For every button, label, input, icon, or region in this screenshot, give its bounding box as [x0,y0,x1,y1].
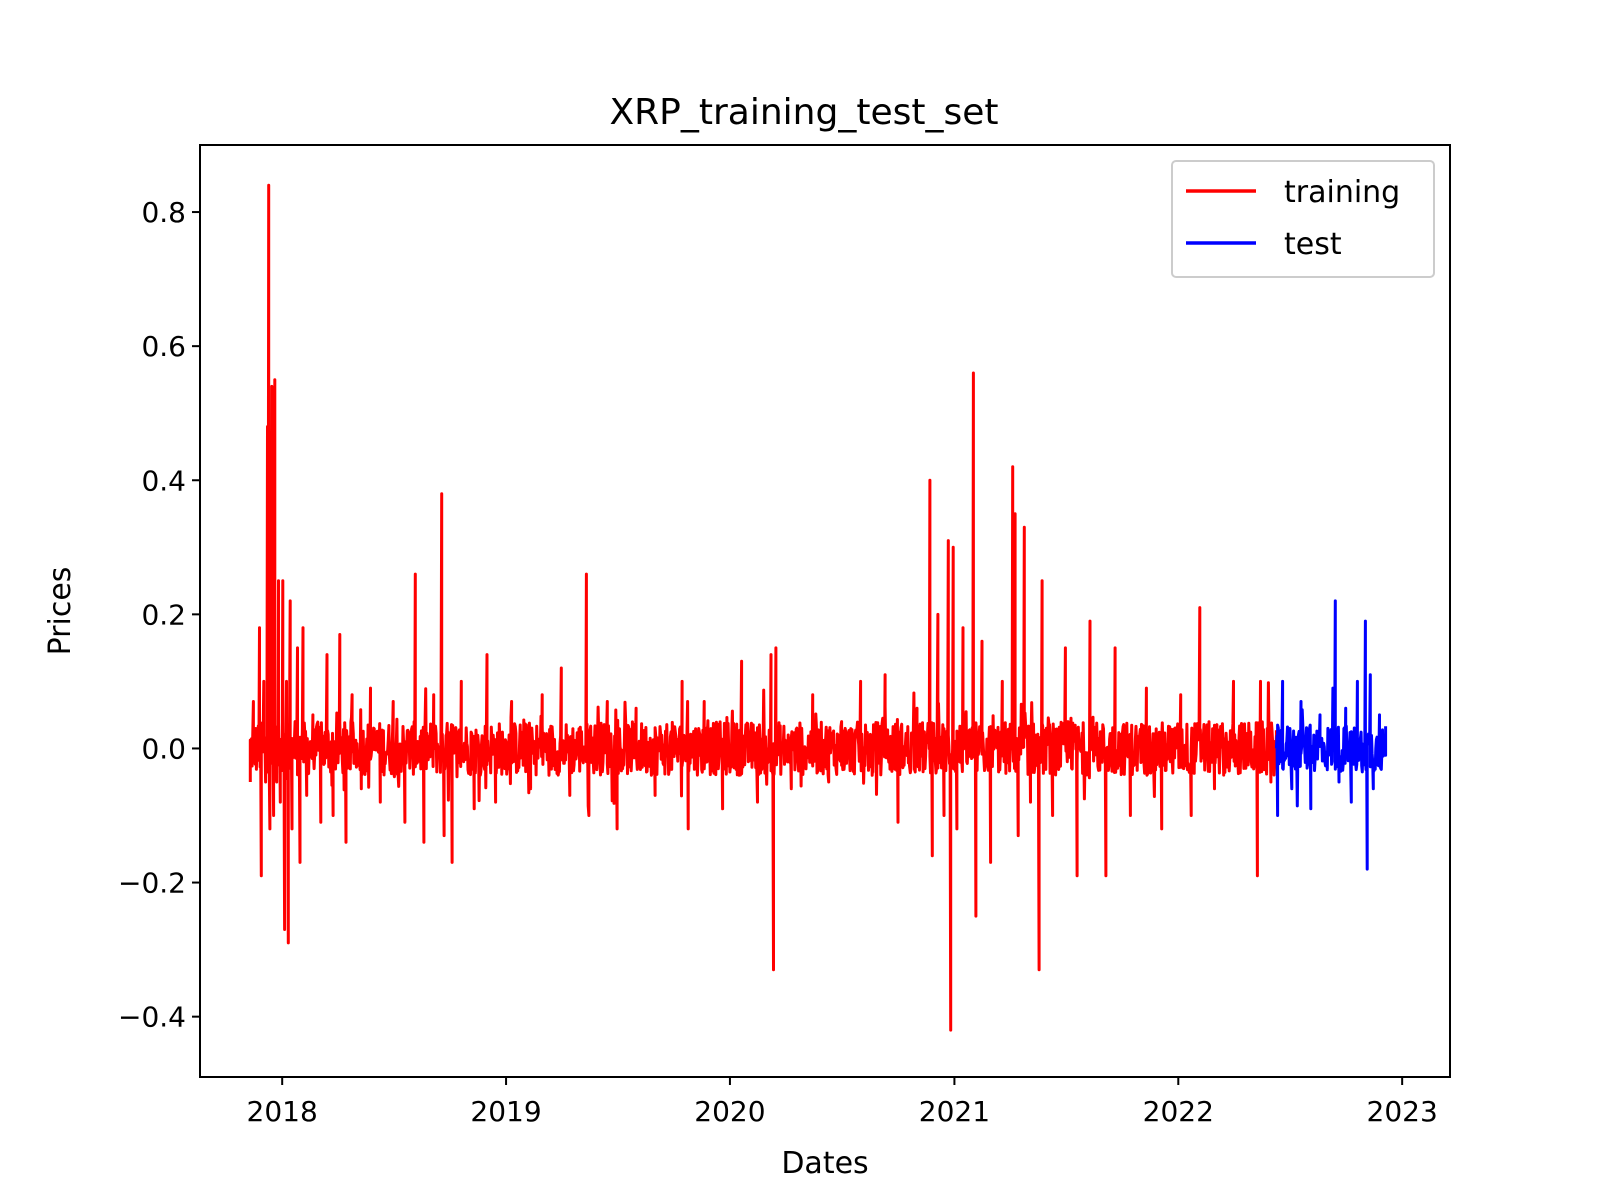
x-axis-label: Dates [781,1146,868,1181]
x-tick-label: 2020 [694,1095,765,1128]
legend-label-test: test [1284,227,1342,262]
y-tick-label: 0.0 [141,732,186,765]
y-axis-ticks: −0.4 −0.2 0.0 0.2 0.4 0.6 0.8 [118,196,200,1034]
legend: training test [1171,160,1435,278]
x-tick-label: 2021 [919,1095,990,1128]
y-tick-label: 0.4 [141,464,186,497]
series-layer [248,183,1388,1032]
series-line-test [1274,599,1388,871]
y-tick-label: 0.2 [141,598,186,631]
series-line-training [248,183,1278,1032]
plot-frame [199,144,1451,1078]
x-tick-label: 2019 [470,1095,541,1128]
y-tick-label: 0.6 [141,330,186,363]
x-tick-label: 2023 [1367,1095,1438,1128]
chart-title: XRP_training_test_set [609,92,998,133]
y-axis-label: Prices [43,567,78,656]
y-tick-label: −0.2 [118,867,186,900]
y-tick-label: 0.8 [141,196,186,229]
x-tick-label: 2022 [1143,1095,1214,1128]
legend-label-training: training [1284,175,1400,210]
y-tick-label: −0.4 [118,1001,186,1034]
x-tick-label: 2018 [247,1095,318,1128]
x-axis-ticks: 2018 2019 2020 2021 2022 2023 [247,1077,1438,1128]
